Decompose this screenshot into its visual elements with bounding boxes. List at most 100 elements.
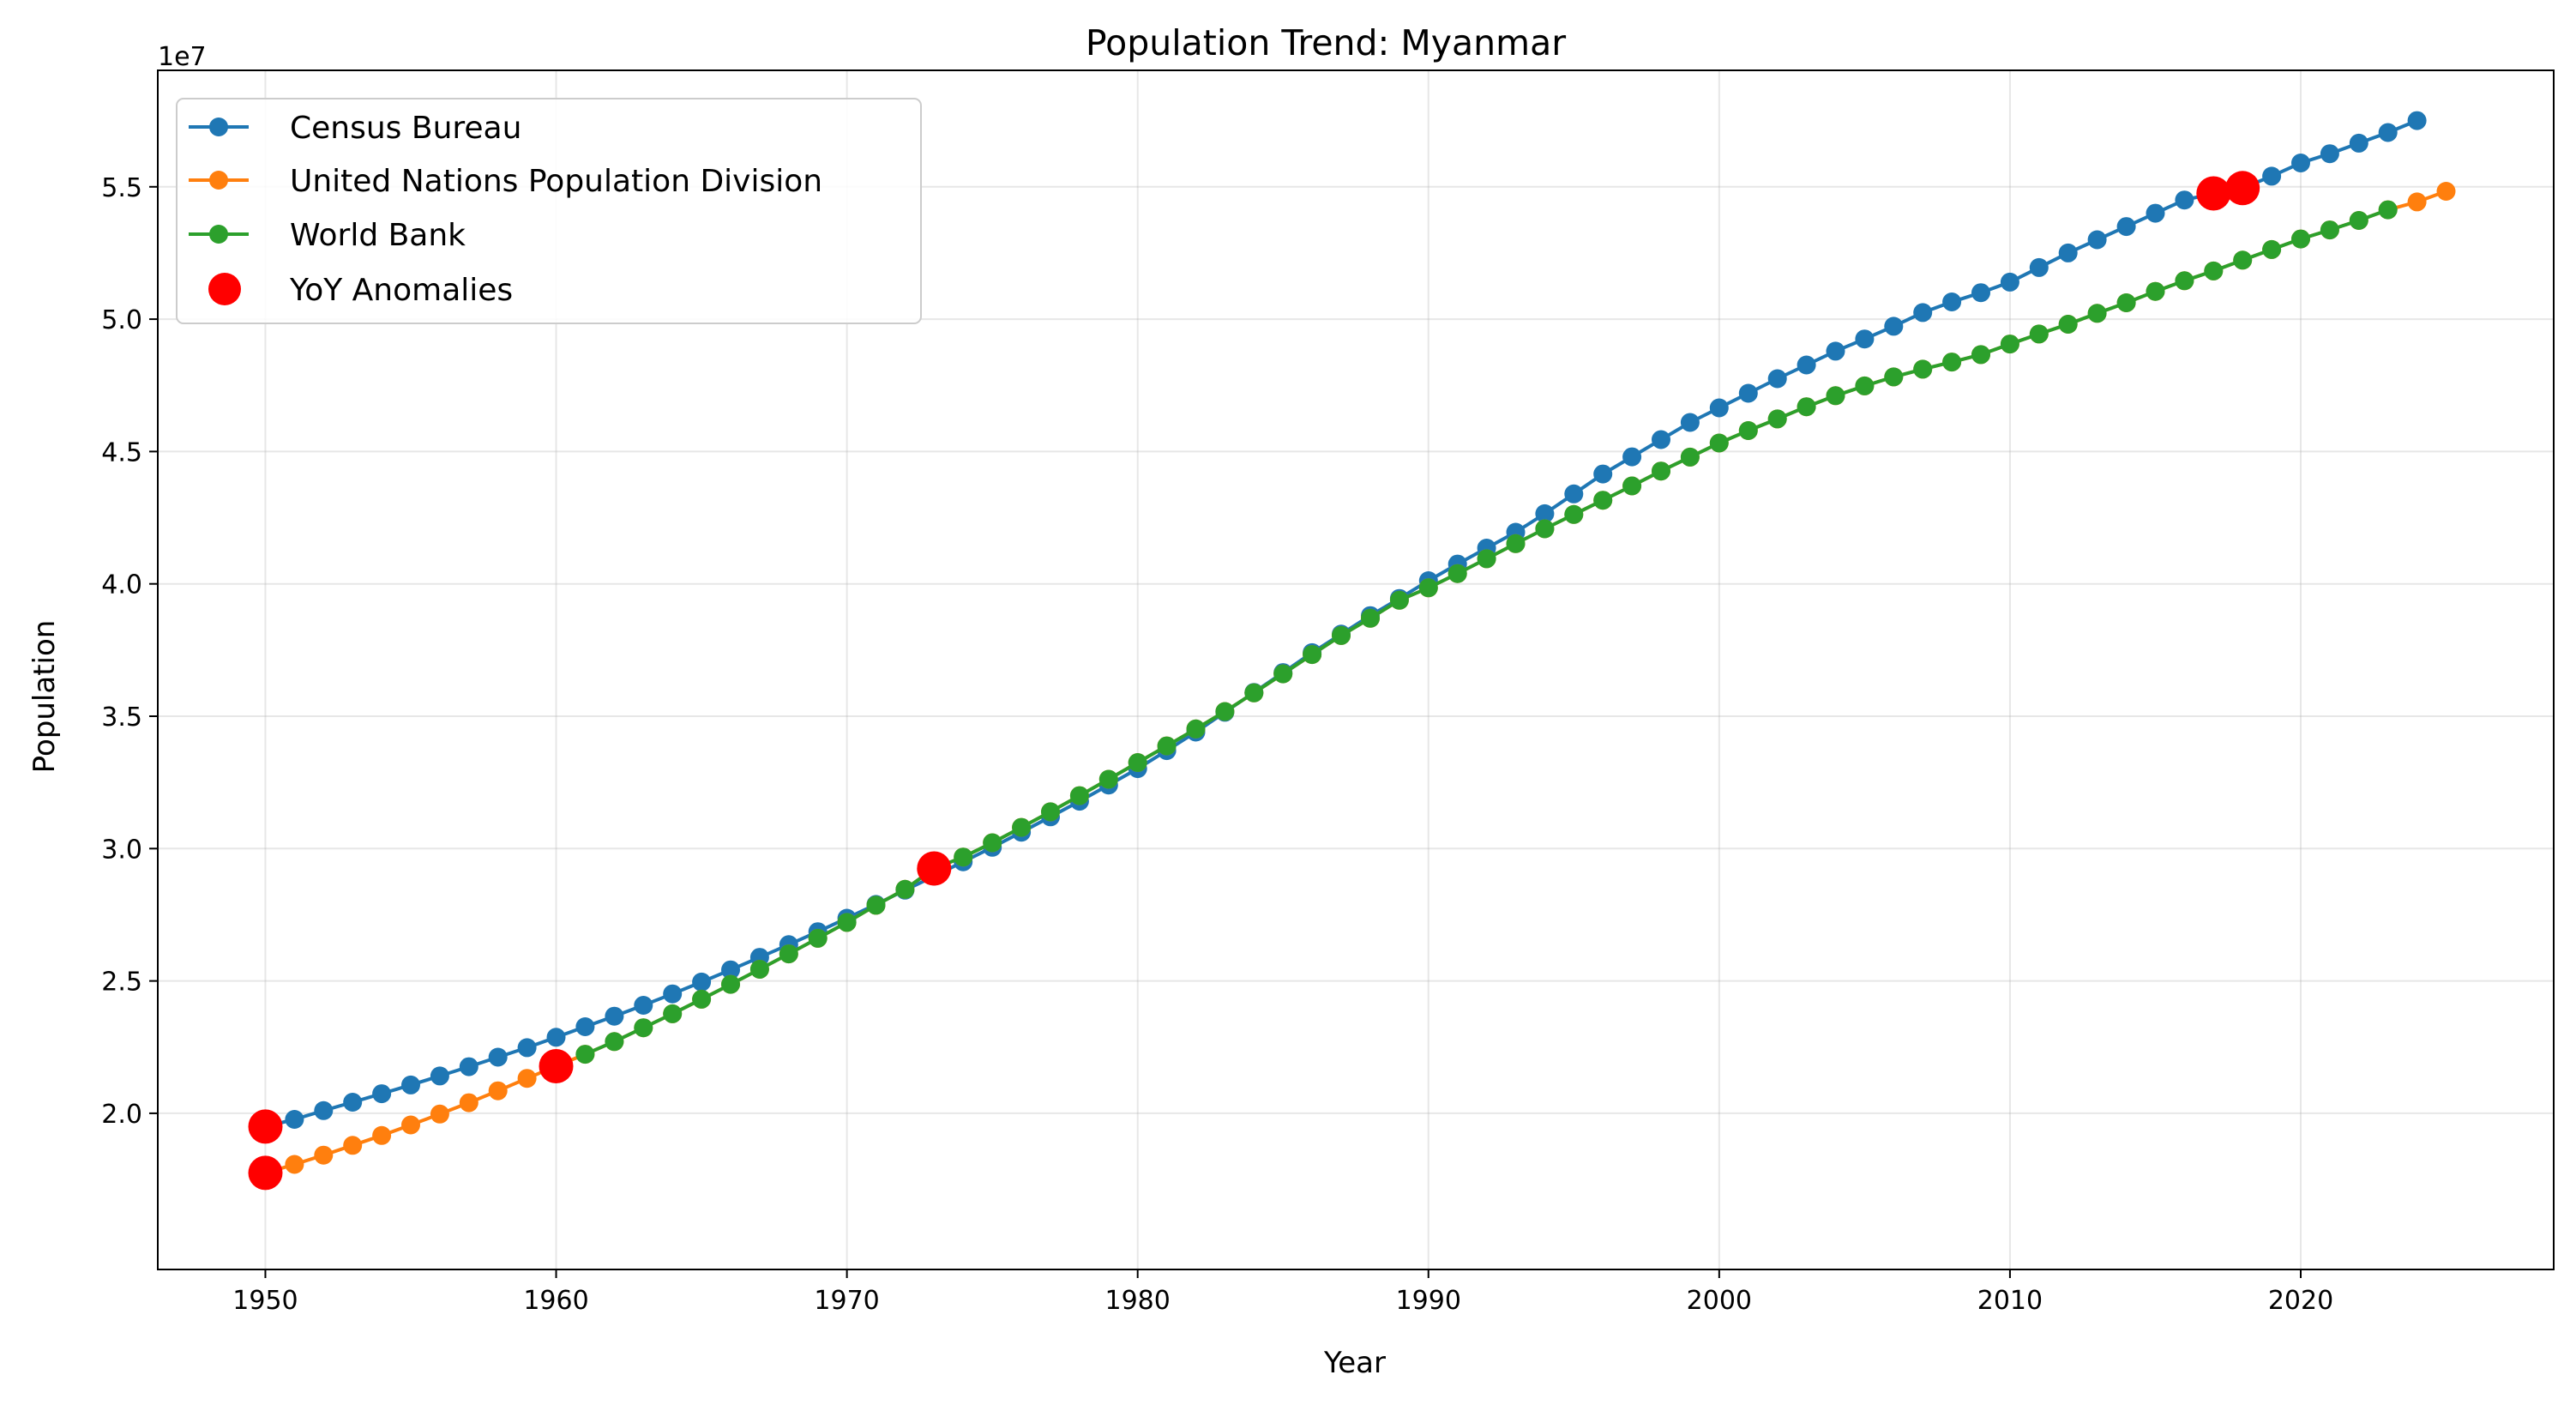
anomaly-point — [248, 1109, 283, 1144]
data-point-census-bureau — [1971, 283, 1990, 303]
axis-ticks: 1950 1960 1970 1980 1990 2000 2010 2020 2.0 2.5 3.… — [101, 173, 2333, 1316]
series-group — [256, 111, 2456, 1183]
data-point-world-bank — [1709, 433, 1729, 453]
data-point-census-bureau — [1767, 369, 1787, 389]
y-tick-label: 4.5 — [101, 437, 142, 467]
data-point-census-bureau — [2029, 257, 2049, 277]
legend-label-yoy-anomalies: YoY Anomalies — [289, 273, 513, 308]
data-point-world-bank — [1477, 549, 1496, 569]
legend-marker-un-population-division — [209, 171, 228, 190]
data-point-world-bank — [1971, 345, 1990, 365]
data-point-world-bank — [1041, 802, 1060, 822]
data-point-census-bureau — [1652, 430, 1670, 449]
data-point-world-bank — [1361, 608, 1380, 628]
data-point-world-bank — [1564, 504, 1584, 524]
data-point-united-nations-population-division — [372, 1125, 392, 1145]
data-point-census-bureau — [1593, 464, 1613, 484]
data-point-world-bank — [1506, 534, 1526, 553]
anomaly-point — [2225, 171, 2260, 206]
x-tick-label: 2000 — [1687, 1286, 1752, 1316]
x-tick-label: 1980 — [1105, 1286, 1171, 1316]
data-point-world-bank — [1942, 353, 1962, 372]
data-point-census-bureau — [2349, 133, 2368, 153]
data-point-world-bank — [2349, 211, 2368, 230]
anomaly-point — [2196, 176, 2231, 211]
data-point-world-bank — [2087, 304, 2107, 323]
data-point-world-bank — [2291, 229, 2310, 249]
data-point-census-bureau — [2291, 154, 2310, 172]
data-point-world-bank — [1680, 447, 1700, 467]
data-point-census-bureau — [1709, 398, 1729, 418]
data-point-world-bank — [2378, 200, 2398, 220]
x-tick-label: 1960 — [523, 1286, 588, 1316]
data-point-census-bureau — [517, 1038, 537, 1058]
data-point-world-bank — [2058, 315, 2078, 334]
data-point-united-nations-population-division — [517, 1069, 537, 1088]
chart-title: Population Trend: Myanmar — [1086, 22, 1566, 63]
data-point-united-nations-population-division — [285, 1155, 304, 1174]
data-point-census-bureau — [1564, 484, 1584, 504]
data-point-world-bank — [1535, 519, 1555, 539]
data-point-world-bank — [749, 960, 769, 979]
data-point-world-bank — [1069, 786, 1089, 805]
y-tick-label: 2.0 — [101, 1100, 142, 1130]
y-tick-label: 4.0 — [101, 570, 142, 600]
data-point-united-nations-population-division — [314, 1145, 334, 1165]
data-point-world-bank — [575, 1045, 595, 1064]
data-point-united-nations-population-division — [343, 1136, 363, 1155]
y-tick-label: 5.5 — [101, 173, 142, 203]
data-point-census-bureau — [1826, 341, 1845, 361]
data-point-world-bank — [605, 1032, 624, 1052]
x-tick-label: 2020 — [2268, 1286, 2333, 1316]
data-point-census-bureau — [285, 1110, 304, 1129]
legend-item-census-bureau: Census Bureau — [189, 111, 521, 146]
data-point-world-bank — [1767, 409, 1787, 429]
legend-item-un-population-division: United Nations Population Division — [189, 164, 822, 199]
data-point-world-bank — [2116, 293, 2136, 312]
anomaly-point — [917, 851, 952, 886]
anomaly-point — [539, 1049, 574, 1083]
data-point-census-bureau — [2378, 123, 2398, 142]
data-point-world-bank — [2146, 281, 2165, 301]
data-point-world-bank — [1244, 683, 1264, 702]
data-point-world-bank — [1884, 367, 1904, 387]
data-point-world-bank — [2204, 261, 2224, 280]
data-point-census-bureau — [1913, 303, 1933, 323]
anomaly-point — [248, 1155, 283, 1191]
data-point-world-bank — [954, 847, 973, 867]
data-point-world-bank — [1303, 645, 1322, 665]
data-point-census-bureau — [663, 984, 683, 1004]
data-point-world-bank — [1738, 421, 1758, 440]
series-world-bank — [575, 200, 2398, 1064]
data-point-census-bureau — [634, 996, 653, 1015]
data-point-world-bank — [837, 913, 857, 932]
data-point-world-bank — [1186, 719, 1206, 739]
data-point-world-bank — [1447, 564, 1467, 583]
data-point-census-bureau — [2407, 111, 2427, 130]
data-point-united-nations-population-division — [401, 1115, 420, 1135]
data-point-census-bureau — [1738, 383, 1758, 403]
data-point-census-bureau — [1855, 329, 1875, 349]
data-point-census-bureau — [314, 1100, 334, 1120]
x-tick-label: 1970 — [814, 1286, 879, 1316]
data-point-census-bureau — [2146, 203, 2165, 223]
data-point-census-bureau — [343, 1093, 363, 1112]
data-point-world-bank — [1797, 397, 1816, 417]
data-point-united-nations-population-division — [459, 1093, 478, 1113]
data-point-united-nations-population-division — [2407, 192, 2427, 212]
data-point-census-bureau — [2000, 272, 2019, 292]
data-point-world-bank — [1273, 664, 1293, 684]
data-point-world-bank — [1332, 625, 1351, 645]
data-point-census-bureau — [1942, 292, 1962, 311]
data-point-world-bank — [808, 928, 828, 948]
data-point-census-bureau — [692, 972, 712, 992]
legend: Census Bureau United Nations Population … — [176, 98, 922, 324]
data-point-world-bank — [1157, 736, 1177, 756]
legend-label-world-bank: World Bank — [290, 218, 466, 253]
y-tick-label: 3.0 — [101, 835, 142, 865]
data-point-census-bureau — [1535, 504, 1555, 523]
legend-label-census-bureau: Census Bureau — [290, 111, 521, 146]
data-point-census-bureau — [1680, 413, 1700, 432]
data-point-world-bank — [721, 974, 740, 994]
